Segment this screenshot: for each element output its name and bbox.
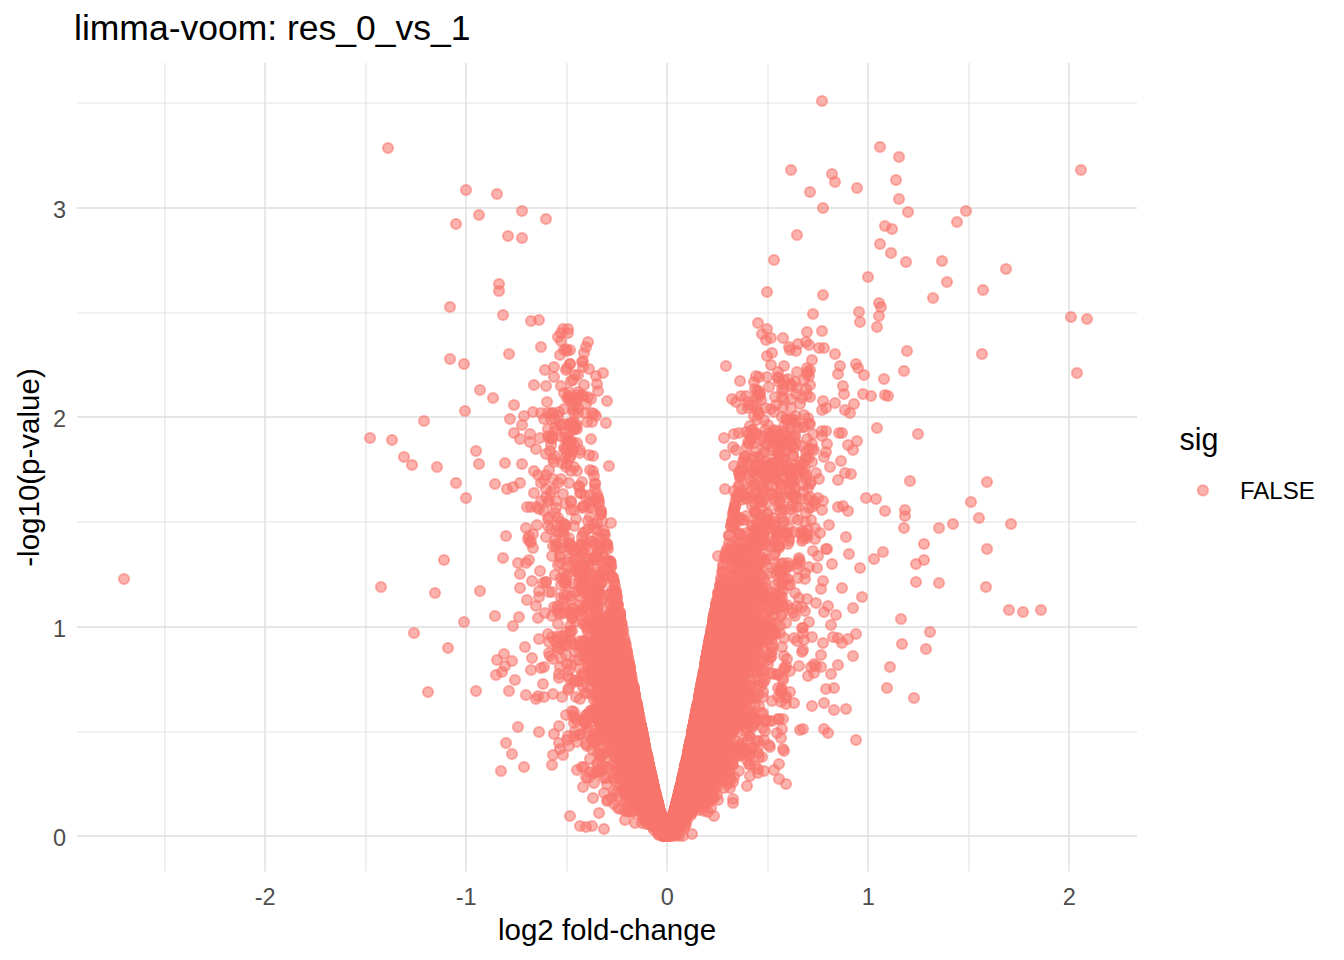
svg-text:2: 2	[1063, 884, 1076, 910]
svg-text:1: 1	[862, 884, 875, 910]
svg-text:0: 0	[53, 825, 66, 851]
svg-text:-log10(p-value): -log10(p-value)	[12, 368, 45, 566]
svg-text:2: 2	[53, 406, 66, 432]
svg-text:3: 3	[53, 197, 66, 223]
svg-text:-2: -2	[255, 884, 276, 910]
svg-text:FALSE: FALSE	[1240, 477, 1315, 504]
svg-text:sig: sig	[1180, 422, 1219, 457]
svg-text:-1: -1	[456, 884, 477, 910]
svg-text:log2 fold-change: log2 fold-change	[498, 913, 716, 946]
svg-text:1: 1	[53, 616, 66, 642]
svg-text:0: 0	[661, 884, 674, 910]
svg-text:limma-voom: res_0_vs_1: limma-voom: res_0_vs_1	[74, 8, 471, 48]
